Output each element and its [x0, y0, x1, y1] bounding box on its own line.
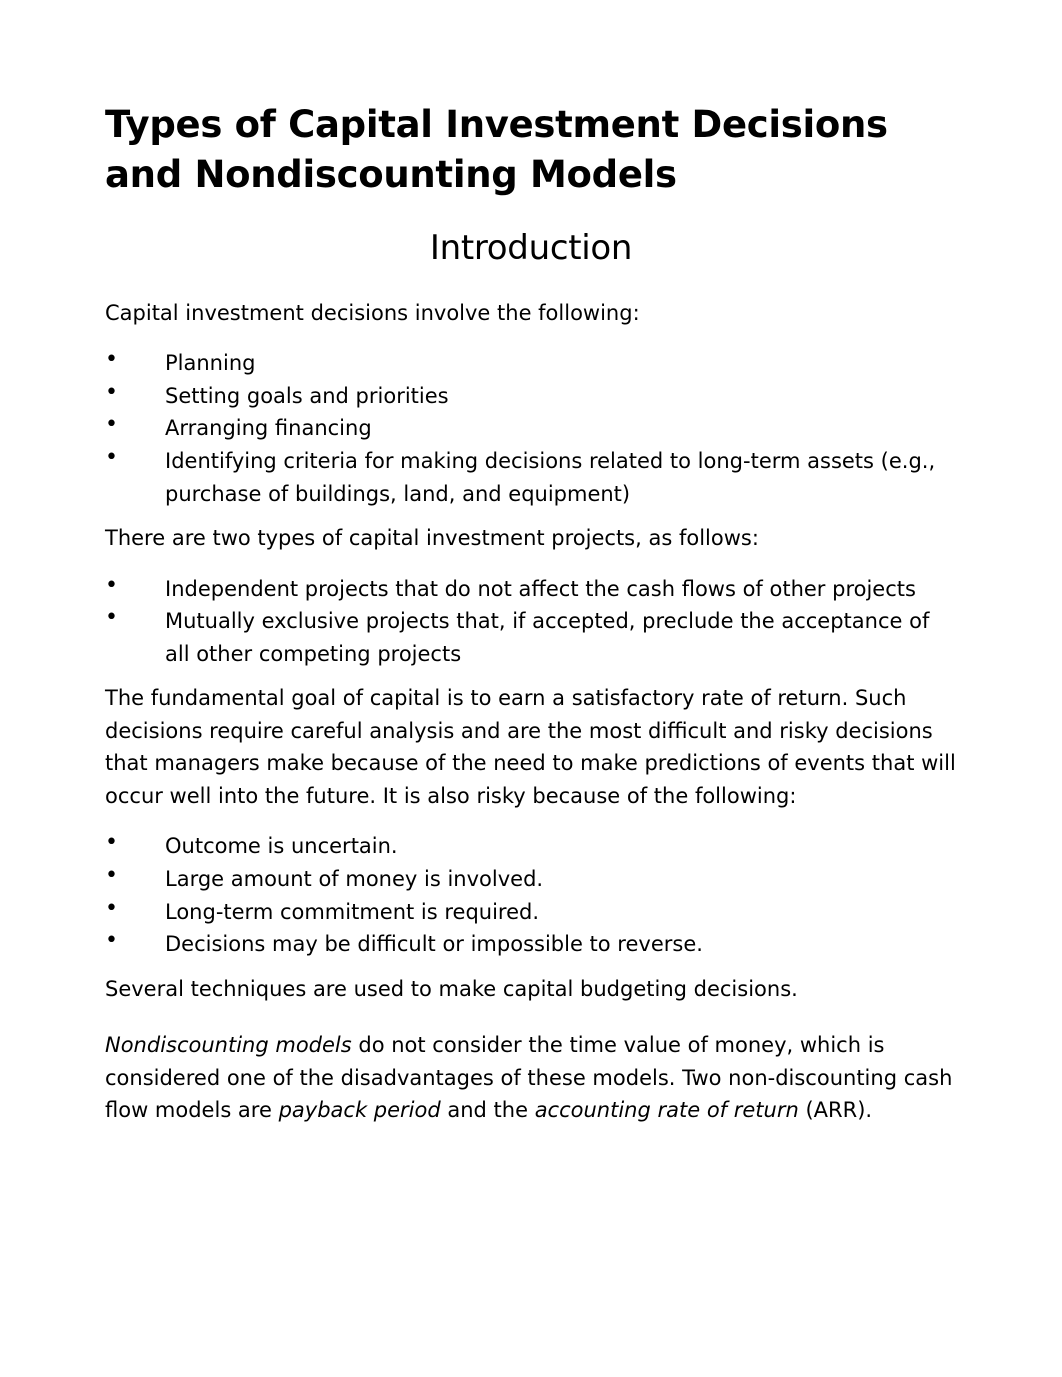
text-segment: (ARR).	[799, 1098, 872, 1122]
list-item: Large amount of money is involved.	[105, 863, 957, 896]
goal-paragraph: The fundamental goal of capital is to ea…	[105, 682, 957, 812]
list-item: Identifying criteria for making decision…	[105, 445, 957, 510]
involvement-list: Planning Setting goals and priorities Ar…	[105, 347, 957, 510]
term-nondiscounting: Nondiscounting models	[105, 1033, 352, 1057]
list-item: Independent projects that do not affect …	[105, 573, 957, 606]
text-segment: and the	[441, 1098, 535, 1122]
section-heading: Introduction	[105, 228, 957, 268]
term-payback-period: payback period	[279, 1098, 441, 1122]
nondiscounting-paragraph: Nondiscounting models do not consider th…	[105, 1029, 957, 1127]
risk-list: Outcome is uncertain. Large amount of mo…	[105, 830, 957, 960]
list-item: Long-term commitment is required.	[105, 896, 957, 929]
list-item: Decisions may be difficult or impossible…	[105, 928, 957, 961]
project-types-intro: There are two types of capital investmen…	[105, 522, 957, 555]
list-item: Arranging financing	[105, 412, 957, 445]
list-item: Planning	[105, 347, 957, 380]
list-item: Mutually exclusive projects that, if acc…	[105, 605, 957, 670]
list-item: Setting goals and priorities	[105, 380, 957, 413]
intro-paragraph: Capital investment decisions involve the…	[105, 298, 957, 330]
techniques-paragraph: Several techniques are used to make capi…	[105, 973, 957, 1006]
project-types-list: Independent projects that do not affect …	[105, 573, 957, 671]
page-title: Types of Capital Investment Decisions an…	[105, 100, 957, 200]
term-arr: accounting rate of return	[535, 1098, 799, 1122]
list-item: Outcome is uncertain.	[105, 830, 957, 863]
